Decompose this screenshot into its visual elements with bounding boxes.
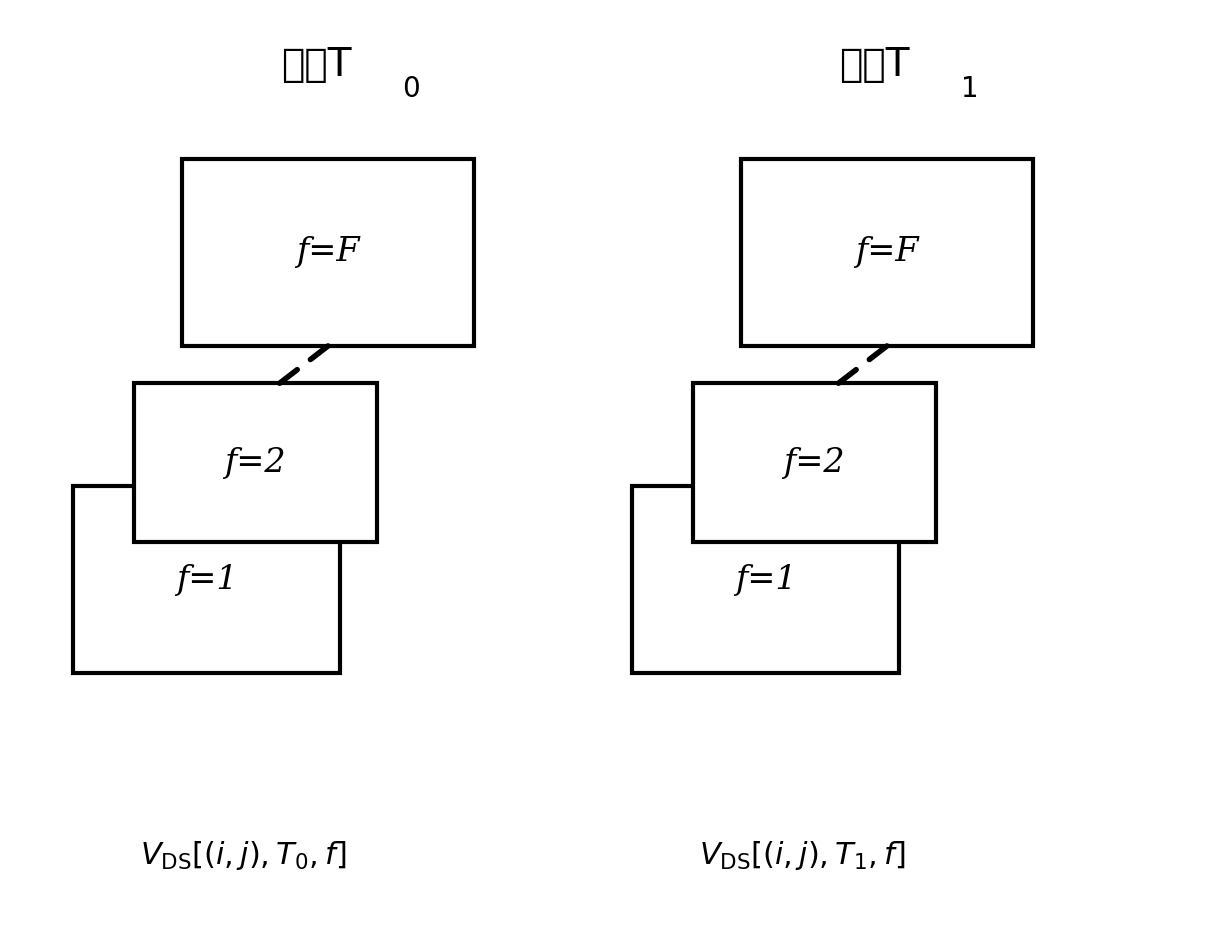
Text: $V_{\mathregular{DS}}$$[(i, j), T_1, f]$: $V_{\mathregular{DS}}$$[(i, j), T_1, f]$ [699, 839, 905, 872]
Text: 1: 1 [961, 75, 978, 103]
Text: f=F: f=F [296, 237, 360, 268]
Text: f=1: f=1 [176, 564, 237, 596]
Text: 0: 0 [402, 75, 419, 103]
Bar [182, 159, 474, 346]
Bar [741, 159, 1033, 346]
Text: $V_{\mathregular{DS}}$$[(i, j), T_0, f]$: $V_{\mathregular{DS}}$$[(i, j), T_0, f]$ [140, 839, 346, 872]
Text: 温度T: 温度T [281, 47, 351, 84]
Bar [134, 383, 377, 542]
Bar [693, 383, 936, 542]
Text: f=F: f=F [855, 237, 919, 268]
Text: f=1: f=1 [735, 564, 796, 596]
Text: 温度T: 温度T [840, 47, 910, 84]
Text: f=2: f=2 [225, 447, 286, 479]
Bar [73, 486, 340, 673]
Bar [632, 486, 899, 673]
Text: f=2: f=2 [784, 447, 844, 479]
